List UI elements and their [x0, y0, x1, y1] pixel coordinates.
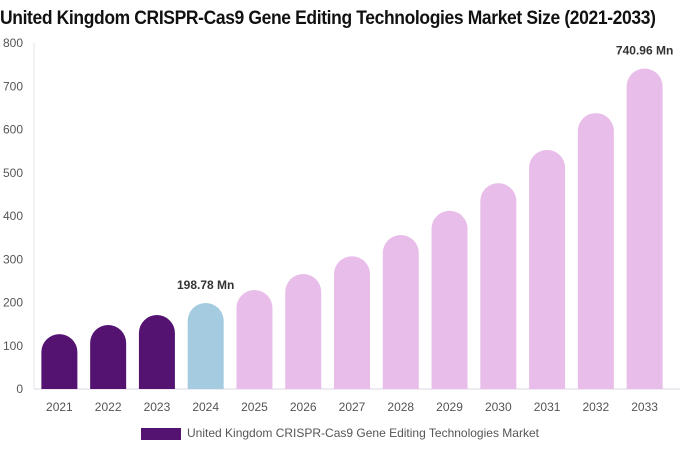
bar-2022 [90, 324, 127, 389]
bar-2025 [236, 289, 273, 389]
bar-2027 [334, 256, 370, 389]
x-tick-label: 2031 [534, 400, 561, 414]
chart-title: United Kingdom CRISPR-Cas9 Gene Editing … [0, 8, 656, 29]
x-tick-label: 2032 [582, 400, 609, 414]
y-tick-label: 700 [3, 79, 23, 93]
x-tick-label: 2029 [436, 400, 463, 414]
y-tick-label: 100 [3, 339, 23, 353]
legend-swatch [141, 428, 181, 440]
y-tick-label: 300 [3, 252, 23, 266]
x-tick-label: 2026 [290, 400, 317, 414]
y-tick-label: 0 [16, 382, 23, 396]
x-tick-label: 2033 [631, 400, 658, 414]
x-tick-label: 2030 [485, 400, 512, 414]
y-tick-label: 600 [3, 123, 23, 137]
bar-2032 [577, 113, 614, 389]
x-tick-label: 2022 [95, 400, 122, 414]
data-label: 198.78 Mn [177, 278, 234, 292]
x-tick-label: 2024 [192, 400, 219, 414]
bar-2028 [382, 235, 419, 389]
x-tick-label: 2027 [339, 400, 366, 414]
bar-2033 [626, 68, 663, 390]
legend-label: United Kingdom CRISPR-Cas9 Gene Editing … [187, 426, 540, 440]
y-tick-label: 200 [3, 296, 23, 310]
bar-2030 [480, 183, 517, 389]
bar-2021 [41, 334, 78, 389]
bar-2024 [187, 303, 224, 389]
bar-2031 [529, 149, 566, 389]
data-label: 740.96 Mn [616, 44, 673, 58]
y-tick-label: 400 [3, 209, 23, 223]
x-tick-label: 2021 [46, 400, 73, 414]
x-tick-label: 2025 [241, 400, 268, 414]
x-tick-label: 2023 [144, 400, 171, 414]
bar-2023 [138, 315, 175, 389]
bar-2026 [285, 273, 322, 389]
x-tick-label: 2028 [387, 400, 414, 414]
bar-2029 [431, 210, 468, 389]
y-tick-label: 500 [3, 166, 23, 180]
y-tick-label: 800 [3, 36, 23, 50]
